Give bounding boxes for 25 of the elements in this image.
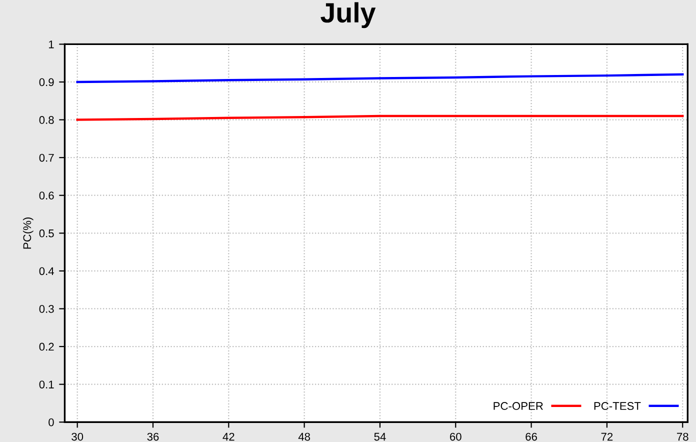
- y-tick-label: 0.8: [39, 116, 54, 124]
- x-tick-label: 72: [601, 432, 613, 441]
- y-tick-label: 0.1: [39, 380, 54, 388]
- x-tick-label: 60: [450, 432, 462, 441]
- x-tick-label: 36: [147, 432, 159, 441]
- y-tick-label: 0.2: [39, 342, 54, 351]
- x-tick-label: 48: [298, 432, 310, 441]
- legend-label: PC-TEST: [594, 402, 641, 410]
- x-tick-label: 66: [526, 432, 537, 441]
- chart-title: July: [320, 2, 376, 28]
- legend-label: PC-OPER: [494, 402, 543, 410]
- x-tick-label: 78: [676, 432, 688, 441]
- y-axis-title: PC(%): [22, 217, 34, 249]
- y-tick-label: 0.9: [39, 78, 54, 86]
- x-tick-label: 30: [72, 432, 84, 441]
- x-tick-label: 54: [374, 432, 386, 441]
- y-tick-label: 0.7: [39, 154, 54, 162]
- x-tick-label: 42: [222, 432, 234, 441]
- y-tick-label: 0.5: [39, 229, 54, 238]
- y-tick-label: 1: [48, 40, 54, 48]
- y-tick-label: 0.3: [39, 305, 54, 313]
- y-tick-label: 0.6: [39, 192, 54, 200]
- line-series: [76, 73, 684, 84]
- y-tick-label: 0.4: [39, 267, 54, 276]
- y-tick-label: 0: [48, 418, 54, 426]
